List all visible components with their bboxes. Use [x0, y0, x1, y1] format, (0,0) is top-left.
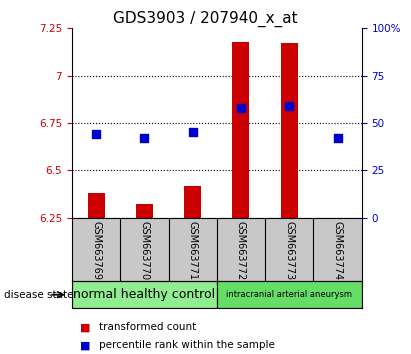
Point: [334, 135, 341, 141]
Text: GSM663772: GSM663772: [236, 221, 246, 280]
Bar: [217, 281, 362, 308]
Text: GDS3903 / 207940_x_at: GDS3903 / 207940_x_at: [113, 11, 298, 27]
Bar: [233, 41, 249, 218]
Text: GSM663770: GSM663770: [139, 221, 149, 280]
Text: normal healthy control: normal healthy control: [73, 288, 215, 301]
Text: GSM663771: GSM663771: [188, 221, 198, 280]
Point: [141, 135, 148, 141]
Bar: [72, 281, 217, 308]
Text: disease state: disease state: [4, 290, 74, 300]
Bar: [184, 185, 201, 218]
Text: percentile rank within the sample: percentile rank within the sample: [99, 340, 275, 350]
Bar: [88, 193, 104, 218]
Text: GSM663774: GSM663774: [332, 221, 342, 280]
Text: GSM663769: GSM663769: [91, 221, 101, 280]
Point: [189, 130, 196, 135]
Point: [238, 105, 244, 111]
Bar: [136, 205, 153, 218]
Point: [93, 132, 99, 137]
Text: intracranial arterial aneurysm: intracranial arterial aneurysm: [226, 290, 352, 299]
Text: GSM663773: GSM663773: [284, 221, 294, 280]
Point: [286, 103, 293, 109]
Text: ■: ■: [80, 340, 91, 350]
Bar: [281, 44, 298, 218]
Text: ■: ■: [80, 322, 91, 332]
Text: transformed count: transformed count: [99, 322, 196, 332]
